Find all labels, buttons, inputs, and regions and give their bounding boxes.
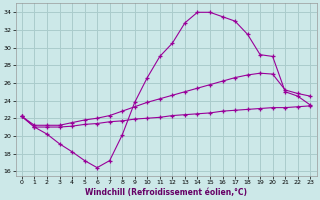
X-axis label: Windchill (Refroidissement éolien,°C): Windchill (Refroidissement éolien,°C) (85, 188, 247, 197)
